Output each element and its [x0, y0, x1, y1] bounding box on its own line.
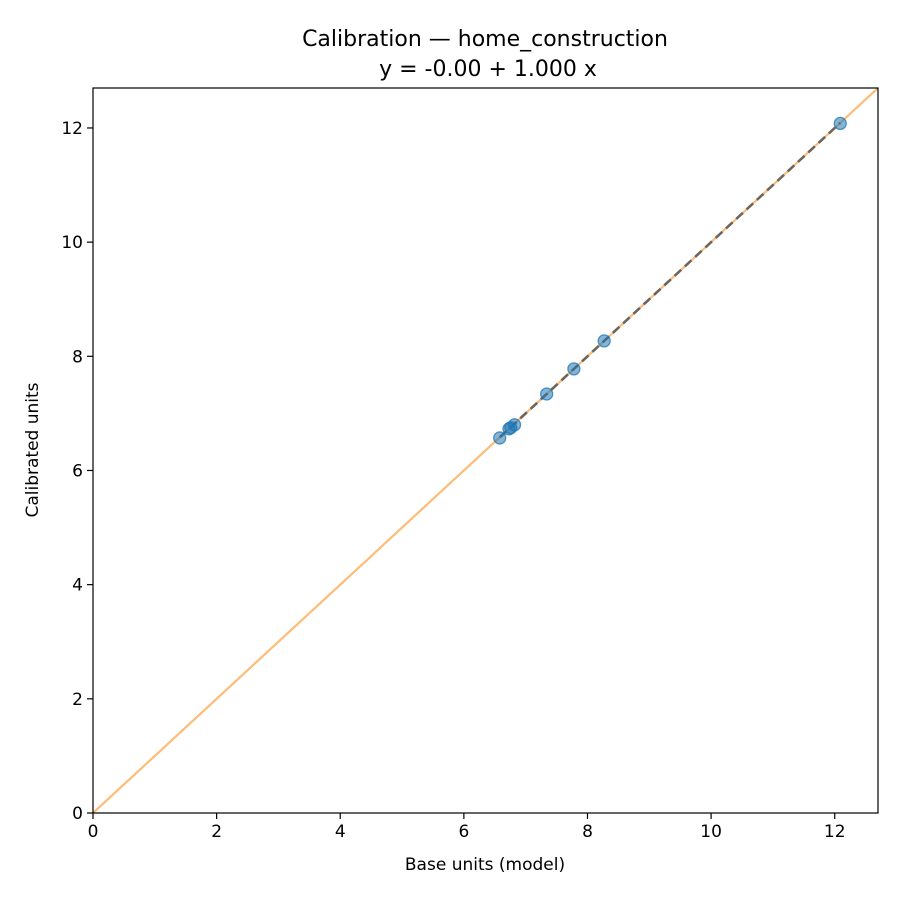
chart-title: Calibration — home_construction	[302, 27, 668, 52]
data-point-8	[833, 116, 847, 131]
y-tick-label-8: 8	[72, 347, 83, 367]
x-tick-label-4: 4	[335, 822, 346, 842]
y-axis-label: Calibrated units	[23, 382, 43, 517]
x-tick-label-12: 12	[824, 822, 846, 842]
y-tick-label-4: 4	[72, 576, 83, 596]
x-tick-label-0: 0	[88, 822, 99, 842]
fit-line	[498, 121, 842, 439]
y-tick-label-10: 10	[61, 233, 83, 253]
y-tick-label-6: 6	[72, 461, 83, 481]
y-tick-label-12: 12	[61, 119, 83, 139]
x-tick-label-8: 8	[582, 822, 593, 842]
x-tick-label-10: 10	[700, 822, 722, 842]
y-tick-label-0: 0	[72, 804, 83, 824]
plot-frame	[92, 87, 879, 814]
data-point-5	[540, 387, 554, 401]
data-point-6	[567, 362, 581, 376]
data-point-7	[597, 334, 611, 348]
plot-area	[93, 88, 878, 813]
data-point-1	[493, 431, 507, 445]
y-tick-label-2: 2	[72, 690, 83, 710]
x-axis-label: Base units (model)	[405, 855, 565, 875]
y-axis: 0 2 4 6 8 10 12	[61, 119, 93, 824]
x-axis: 0 2 4 6 8 10 12	[88, 813, 846, 842]
chart-subtitle: y = -0.00 + 1.000 x	[379, 57, 597, 82]
x-tick-label-6: 6	[458, 822, 469, 842]
x-tick-label-2: 2	[211, 822, 222, 842]
data-point-4	[507, 418, 522, 432]
